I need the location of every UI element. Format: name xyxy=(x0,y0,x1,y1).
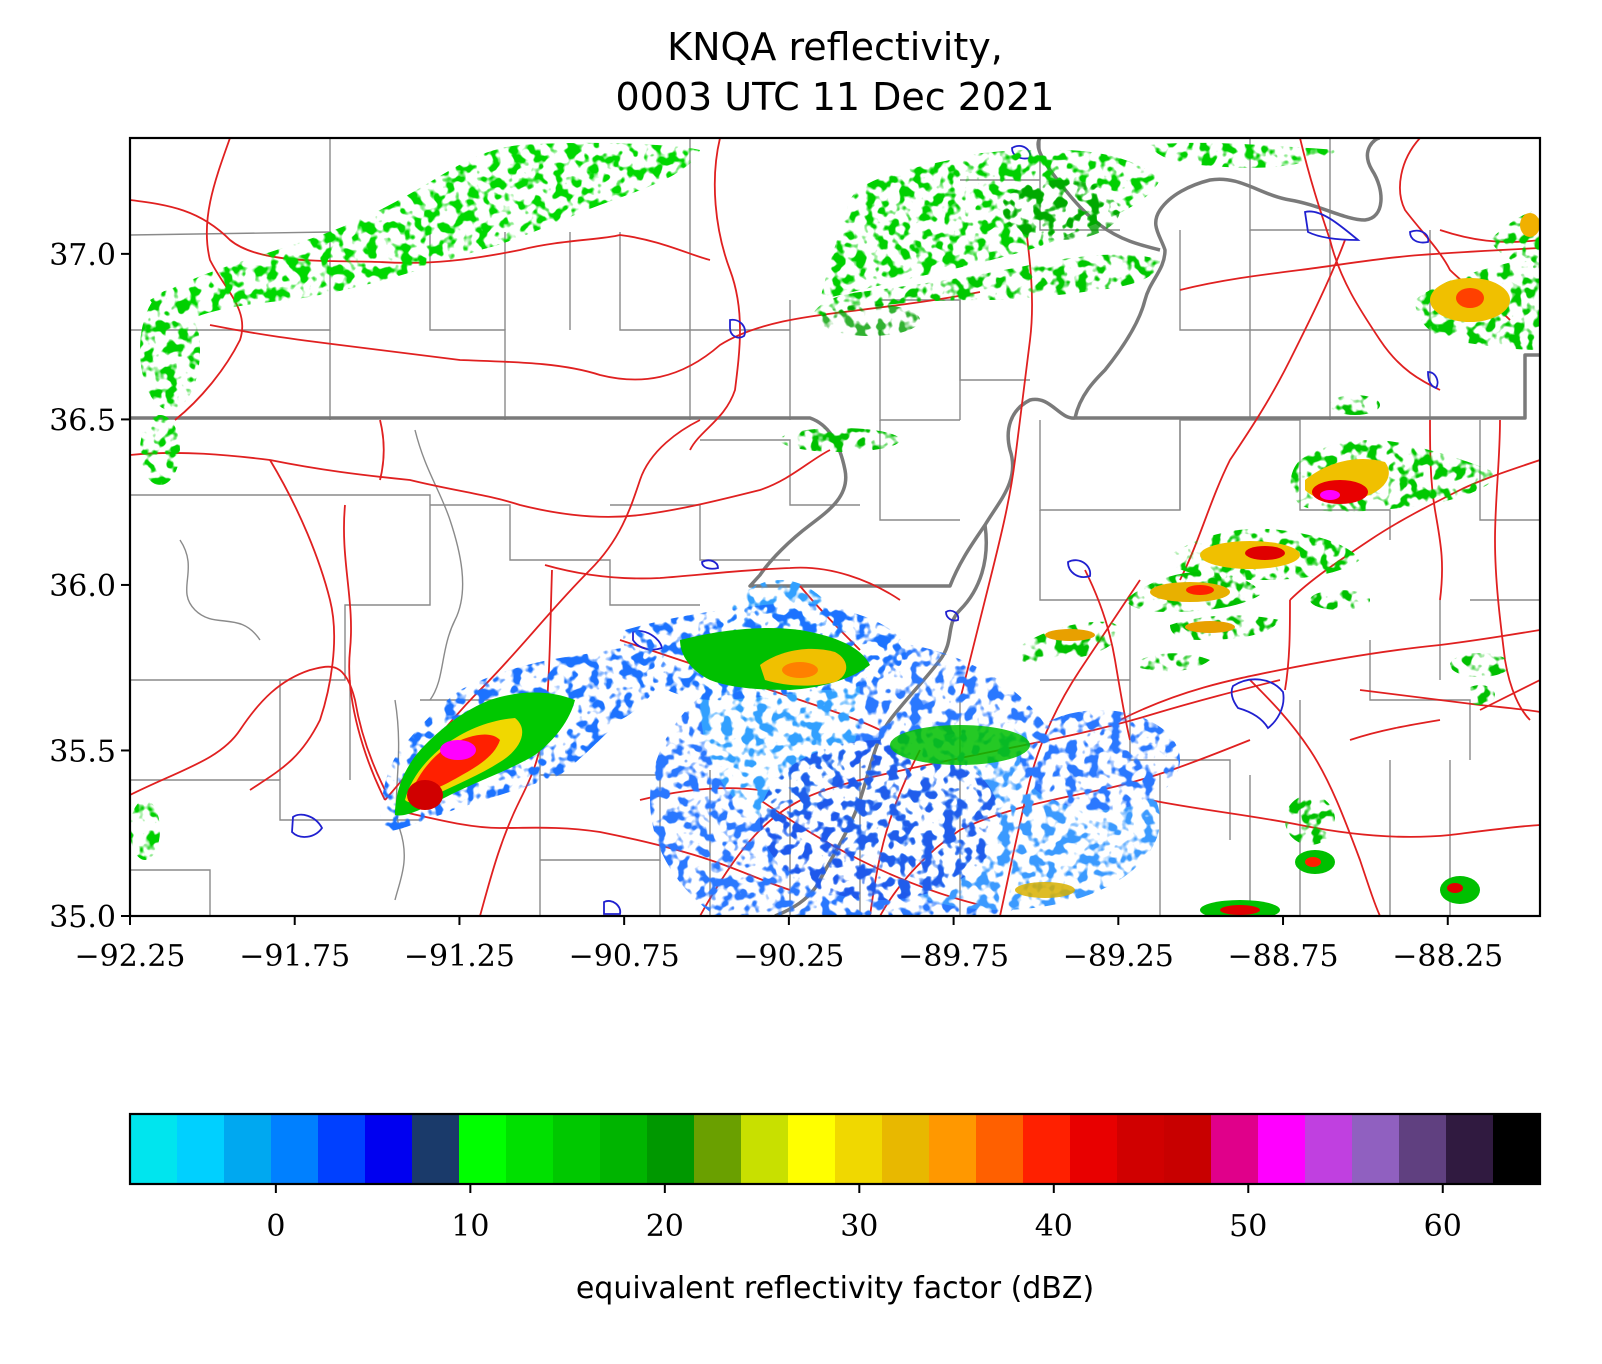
colorbar-segment xyxy=(130,1114,178,1184)
radar-echoes xyxy=(130,142,1540,916)
x-tick-label: −88.75 xyxy=(1228,939,1339,974)
colorbar-segment xyxy=(365,1114,413,1184)
map-area xyxy=(130,138,1540,916)
colorbar-segment xyxy=(1352,1114,1400,1184)
colorbar-segment xyxy=(1446,1114,1494,1184)
colorbar-tick-label: 0 xyxy=(266,1209,285,1244)
y-tick-label: 35.5 xyxy=(49,734,116,769)
map-frame xyxy=(128,136,1542,918)
echo-far-northeast xyxy=(1415,210,1540,350)
colorbar xyxy=(130,1114,1541,1184)
colorbar-tick-label: 20 xyxy=(646,1209,684,1244)
x-tick-label: −90.25 xyxy=(733,939,844,974)
colorbar-segment xyxy=(788,1114,836,1184)
chart-title-line1: KNQA reflectivity, xyxy=(667,25,1003,69)
colorbar-tick-label: 50 xyxy=(1229,1209,1267,1244)
colorbar-frame xyxy=(128,1112,1542,1186)
colorbar-segment xyxy=(177,1114,225,1184)
colorbar-segment xyxy=(271,1114,319,1184)
x-tick-label: −90.75 xyxy=(569,939,680,974)
chart-title-line2: 0003 UTC 11 Dec 2021 xyxy=(616,75,1055,119)
x-tick-label: −91.75 xyxy=(239,939,350,974)
echo-southeast-cells xyxy=(1200,653,1510,916)
colorbar-segment xyxy=(412,1114,460,1184)
colorbar-segment xyxy=(224,1114,272,1184)
colorbar-segment xyxy=(318,1114,366,1184)
echo-clutter-core xyxy=(760,725,1075,900)
echo-southwest-supercell xyxy=(380,647,670,832)
x-axis: −92.25 −91.75 −91.25 −90.75 −90.25 −89.75 −89.… xyxy=(74,916,1503,974)
colorbar-segment xyxy=(1493,1114,1541,1184)
colorbar-segment xyxy=(1023,1114,1071,1184)
y-axis: 35.0 35.5 36.0 36.5 37.0 xyxy=(49,238,130,935)
colorbar-segment xyxy=(1305,1114,1353,1184)
colorbar-ticks: 0 10 20 30 40 50 60 xyxy=(266,1184,1462,1244)
echo-central-line xyxy=(623,603,906,700)
colorbar-tick-label: 60 xyxy=(1424,1209,1462,1244)
colorbar-segment xyxy=(647,1114,695,1184)
colorbar-segment xyxy=(929,1114,977,1184)
y-tick-label: 36.5 xyxy=(49,403,116,438)
colorbar-segment xyxy=(1070,1114,1118,1184)
x-tick-label: −88.25 xyxy=(1392,939,1503,974)
colorbar-label: equivalent reflectivity factor (dBZ) xyxy=(576,1271,1094,1306)
colorbar-segment xyxy=(600,1114,648,1184)
colorbar-segment xyxy=(1211,1114,1259,1184)
x-tick-label: −92.25 xyxy=(74,939,185,974)
x-tick-label: −89.25 xyxy=(1063,939,1174,974)
echo-eastern-line xyxy=(1015,395,1500,672)
colorbar-segment xyxy=(1164,1114,1212,1184)
colorbar-segment xyxy=(882,1114,930,1184)
colorbar-segment xyxy=(1117,1114,1165,1184)
y-tick-label: 35.0 xyxy=(49,900,116,935)
colorbar-segment xyxy=(553,1114,601,1184)
x-tick-label: −91.25 xyxy=(404,939,515,974)
colorbar-segment xyxy=(506,1114,554,1184)
colorbar-tick-label: 30 xyxy=(840,1209,878,1244)
colorbar-segment xyxy=(1258,1114,1306,1184)
echo-northwest-band xyxy=(130,142,700,860)
echo-northeast-band-core xyxy=(820,180,1120,336)
colorbar-segment xyxy=(741,1114,789,1184)
colorbar-tick-label: 10 xyxy=(451,1209,489,1244)
colorbar-segment xyxy=(694,1114,742,1184)
x-tick-label: −89.75 xyxy=(898,939,1009,974)
y-tick-label: 37.0 xyxy=(49,238,116,273)
colorbar-segment xyxy=(835,1114,883,1184)
colorbar-tick-label: 40 xyxy=(1035,1209,1073,1244)
colorbar-segment xyxy=(1399,1114,1447,1184)
colorbar-segment xyxy=(459,1114,507,1184)
y-tick-label: 36.0 xyxy=(49,569,116,604)
colorbar-segment xyxy=(976,1114,1024,1184)
